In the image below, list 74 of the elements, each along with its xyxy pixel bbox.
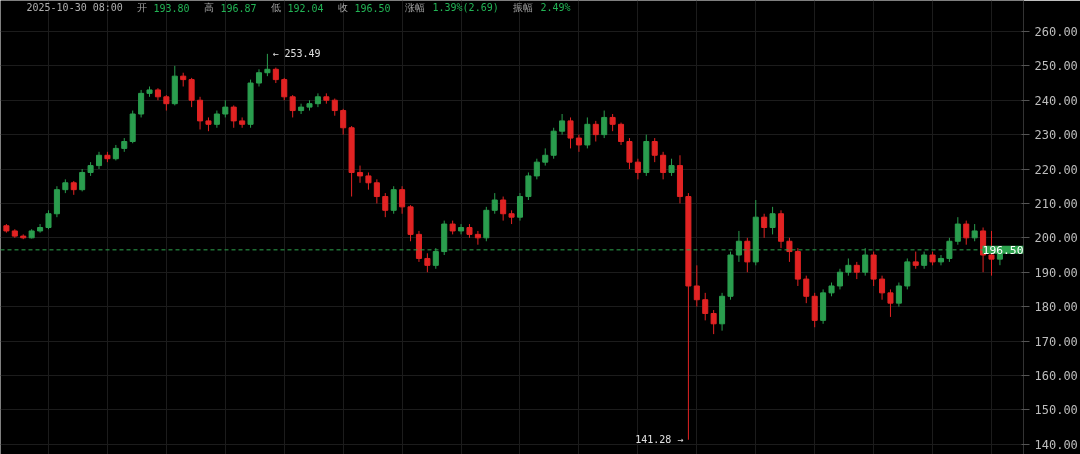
candlestick	[357, 165, 364, 184]
y-tick-label: 230.00	[1034, 128, 1078, 143]
y-tick-label: 180.00	[1034, 300, 1078, 315]
candlestick	[289, 94, 296, 118]
candlestick	[525, 171, 532, 201]
candlestick	[618, 122, 625, 146]
candlestick	[786, 237, 793, 263]
candlestick	[702, 292, 709, 321]
candlestick	[744, 237, 751, 273]
candlestick	[230, 104, 237, 129]
y-tick-label: 210.00	[1034, 196, 1078, 211]
annotation: 涨幅 1.39%(2.69)	[404, 2, 499, 13]
candlestick	[281, 77, 288, 101]
candlestick	[138, 89, 145, 118]
candlestick	[592, 120, 599, 143]
candlestick	[626, 137, 633, 170]
candlestick	[559, 113, 566, 136]
candlestick	[45, 209, 52, 230]
candlestick	[474, 230, 481, 246]
annotation: 振幅 2.49%	[512, 2, 571, 13]
candlestick	[954, 216, 961, 246]
candlestick	[879, 275, 886, 301]
y-tick-label: 190.00	[1034, 265, 1078, 280]
candlestick	[239, 116, 246, 129]
candlestick	[533, 158, 540, 180]
y-tick-label: 240.00	[1034, 93, 1078, 108]
y-tick-label: 160.00	[1034, 368, 1078, 383]
annotation: 高 196.87	[203, 2, 257, 14]
candlestick	[584, 116, 591, 149]
candlestick	[298, 103, 305, 115]
candlestick	[887, 288, 894, 318]
candlestick	[458, 223, 465, 235]
annotation: 141.28 →	[635, 434, 684, 446]
candlestick	[197, 96, 204, 130]
candlestick	[761, 213, 768, 239]
candlestick	[373, 178, 380, 204]
annotation: 2025-10-30 08:00	[26, 2, 123, 13]
candlestick	[399, 185, 406, 215]
candlestick	[491, 192, 498, 215]
candlestick	[567, 116, 574, 149]
candlestick	[710, 309, 717, 335]
candlestick	[601, 110, 608, 139]
annotation: 开 193.80	[136, 2, 190, 14]
candlestick	[500, 196, 507, 222]
candlestick	[963, 220, 970, 246]
annotation: ← 253.49	[272, 48, 321, 60]
candlestick	[79, 168, 86, 192]
candlestick	[264, 53, 271, 77]
y-tick-label: 150.00	[1034, 403, 1078, 418]
candlestick	[188, 77, 195, 108]
candlestick	[693, 264, 700, 308]
ref-line-label: 196.50	[982, 242, 1024, 257]
candlestick	[390, 185, 397, 215]
candlestick	[803, 275, 810, 304]
candlestick	[660, 151, 667, 180]
candlestick	[634, 158, 641, 180]
candlestick	[575, 134, 582, 153]
candlestick	[382, 192, 389, 218]
y-tick-label: 140.00	[1034, 437, 1078, 452]
y-tick-label: 200.00	[1034, 231, 1078, 246]
candlestick	[516, 192, 524, 222]
candlestick	[937, 254, 945, 266]
candlestick	[769, 206, 776, 235]
y-tick-label: 260.00	[1034, 24, 1078, 39]
candlestick	[340, 108, 347, 136]
y-tick-label: 250.00	[1034, 59, 1078, 74]
y-tick-label: 220.00	[1034, 162, 1078, 177]
candlestick	[424, 252, 431, 273]
annotation: 低 192.04	[270, 2, 324, 14]
candlestick	[651, 137, 658, 163]
y-tick-label: 170.00	[1034, 334, 1078, 349]
candlestick	[895, 282, 902, 308]
annotation: 收 196.50	[337, 2, 391, 14]
candlestick	[836, 268, 843, 290]
